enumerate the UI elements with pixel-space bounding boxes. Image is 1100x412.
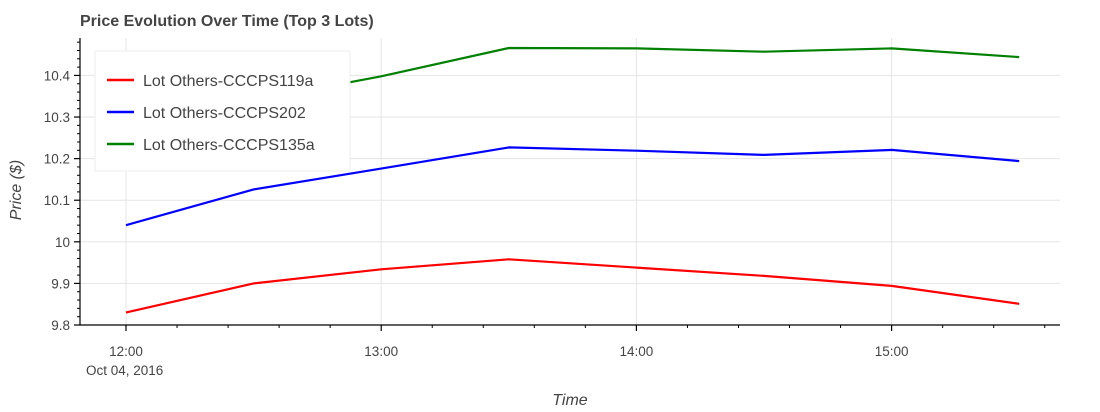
y-tick-label: 9.9 (51, 276, 70, 291)
y-tick-label: 10.1 (44, 193, 70, 208)
x-axis-ticks: 12:00 13:00 14:00 15:00 (109, 325, 1046, 359)
legend-label: Lot Others-CCCPS202 (143, 105, 306, 122)
y-axis-ticks: 9.8 9.9 10 10.1 10.2 10.3 10.4 (44, 41, 80, 333)
x-tick-label: 14:00 (620, 344, 654, 359)
y-axis-label: Price ($) (8, 160, 25, 220)
legend: Lot Others-CCCPS119a Lot Others-CCCPS202 L… (94, 50, 351, 172)
x-tick-label: 12:00 (109, 344, 143, 359)
chart-title: Price Evolution Over Time (Top 3 Lots) (80, 13, 374, 30)
y-tick-label: 10 (55, 235, 70, 250)
series-line (125, 258, 1020, 314)
y-tick-label: 9.8 (51, 318, 70, 333)
y-tick-label: 10.4 (44, 68, 71, 83)
x-tick-label: 15:00 (875, 344, 909, 359)
legend-box (94, 50, 351, 172)
x-axis-label: Time (552, 392, 588, 409)
x-date-label: Oct 04, 2016 (86, 363, 163, 378)
legend-label: Lot Others-CCCPS135a (143, 137, 315, 154)
y-tick-label: 10.3 (44, 110, 70, 125)
y-tick-label: 10.2 (44, 152, 70, 167)
legend-label: Lot Others-CCCPS119a (143, 73, 314, 90)
series-line (125, 146, 1020, 227)
x-tick-label: 13:00 (364, 344, 398, 359)
